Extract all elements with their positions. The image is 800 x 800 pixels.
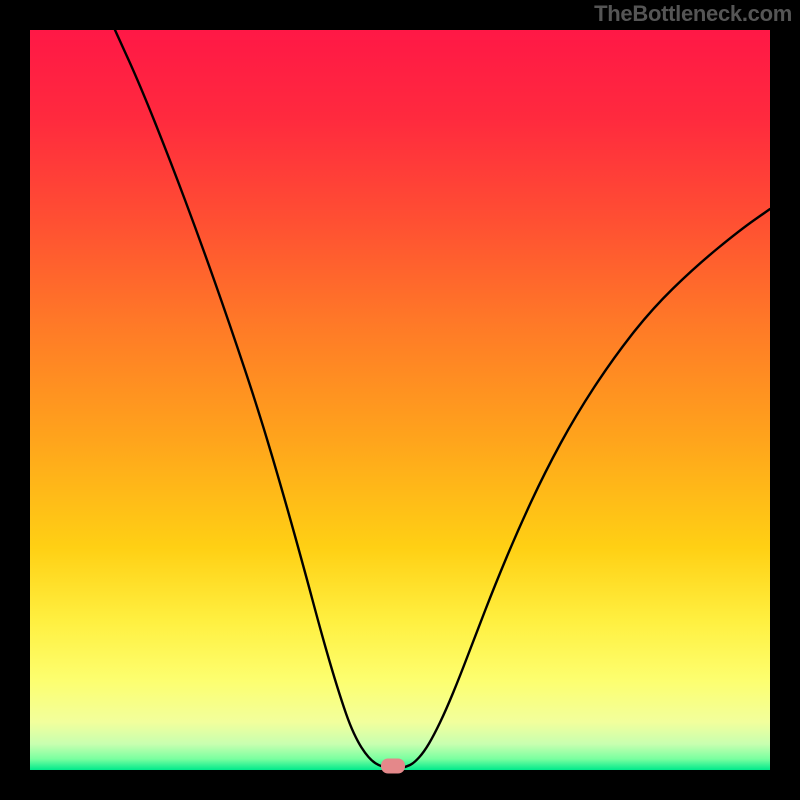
bottleneck-chart	[0, 0, 800, 800]
chart-background	[30, 30, 770, 770]
current-point-marker	[381, 759, 405, 774]
watermark-text: TheBottleneck.com	[594, 1, 792, 27]
